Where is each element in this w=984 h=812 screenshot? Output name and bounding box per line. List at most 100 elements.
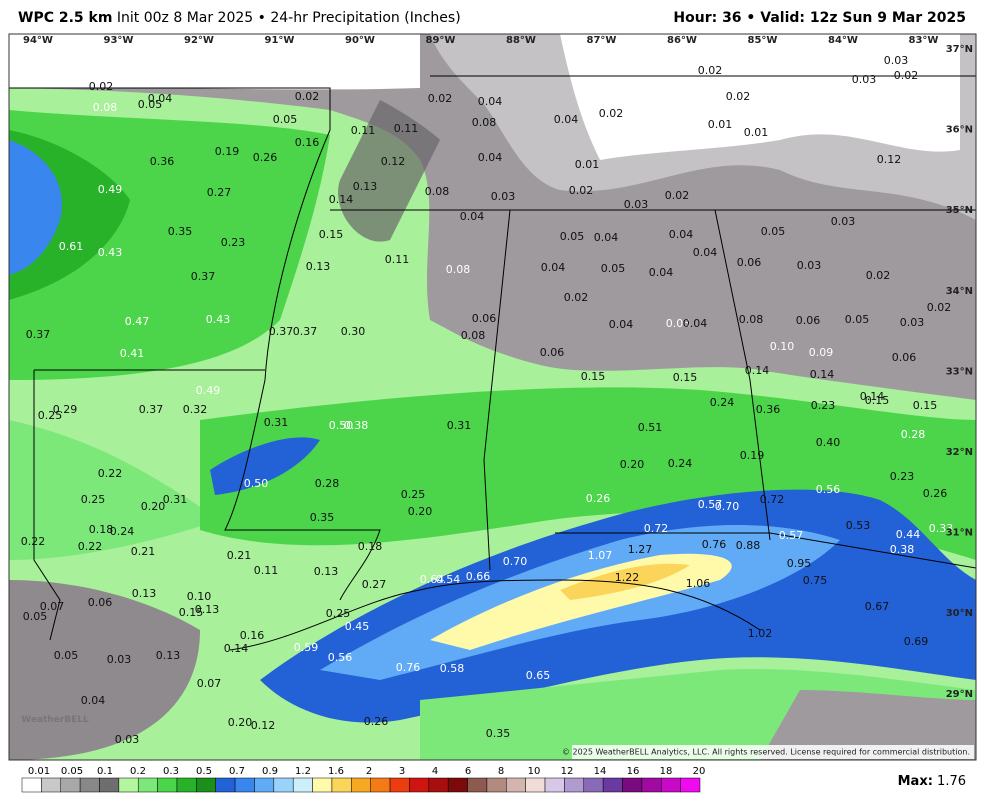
precip-label: 0.15 xyxy=(319,228,344,241)
legend-swatch xyxy=(447,777,468,793)
precip-label: 0.61 xyxy=(59,240,84,253)
legend-swatch xyxy=(79,777,100,793)
precip-label: 0.02 xyxy=(428,92,453,105)
precip-label: 0.12 xyxy=(251,719,276,732)
latitude-label: 33°N xyxy=(946,366,973,377)
precip-label: 0.04 xyxy=(669,228,694,241)
precip-label: 0.07 xyxy=(197,677,222,690)
legend-swatch xyxy=(137,777,158,793)
precip-label: 0.06 xyxy=(796,314,821,327)
precip-label: 0.06 xyxy=(892,351,917,364)
precip-label: 0.06 xyxy=(540,346,565,359)
precip-label: 0.08 xyxy=(472,116,497,129)
precip-label: 0.03 xyxy=(666,317,691,330)
precip-label: 0.23 xyxy=(890,470,915,483)
map-frame xyxy=(8,33,977,761)
legend-label: 0.1 xyxy=(97,766,113,777)
precip-label: 0.03 xyxy=(107,653,132,666)
legend-swatch xyxy=(21,777,42,793)
precip-label: 0.03 xyxy=(884,54,909,67)
precip-label: 0.25 xyxy=(81,493,106,506)
precip-label: 0.29 xyxy=(53,403,78,416)
legend-label: 0.01 xyxy=(28,766,50,777)
legend-label: 0.2 xyxy=(130,766,146,777)
model-name: WPC 2.5 km xyxy=(18,10,112,26)
precip-label: 0.35 xyxy=(486,727,511,740)
legend-swatch xyxy=(234,777,255,793)
precip-label: 0.16 xyxy=(295,136,320,149)
precip-label: 0.13 xyxy=(314,565,339,578)
precip-label: 0.02 xyxy=(866,269,891,282)
precip-label: 0.04 xyxy=(478,151,503,164)
legend-label: 16 xyxy=(627,766,640,777)
legend-swatch xyxy=(331,777,352,793)
border xyxy=(224,129,381,601)
precip-label: 0.07 xyxy=(40,600,65,613)
legend-swatch xyxy=(409,777,430,793)
longitude-label: 90°W xyxy=(345,35,375,46)
precip-label: 0.04 xyxy=(81,694,106,707)
precip-label: 0.02 xyxy=(927,301,952,314)
precip-label: 0.13 xyxy=(132,587,157,600)
precip-label: 0.04 xyxy=(609,318,634,331)
blue-west xyxy=(9,140,62,275)
precip-label: 0.02 xyxy=(564,291,589,304)
legend-swatch xyxy=(118,777,139,793)
precip-label: 0.18 xyxy=(358,540,383,553)
precip-label: 0.11 xyxy=(351,124,376,137)
max-value: Max: 1.76 xyxy=(898,774,966,789)
legend-swatch xyxy=(622,777,643,793)
precip-label: 0.76 xyxy=(396,661,421,674)
copyright: © 2025 WeatherBELL Analytics, LLC. All r… xyxy=(562,748,970,757)
precip-label: 0.32 xyxy=(183,403,208,416)
precip-label: 0.19 xyxy=(740,449,765,462)
latitude-label: 30°N xyxy=(946,608,973,619)
precip-label: 0.02 xyxy=(569,184,594,197)
precip-label: 0.02 xyxy=(295,90,320,103)
legend-swatch xyxy=(99,777,120,793)
precip-label: 1.07 xyxy=(588,549,613,562)
precip-label: 0.03 xyxy=(491,190,516,203)
precip-label: 0.30 xyxy=(341,325,366,338)
precip-label: 0.15 xyxy=(673,371,698,384)
legend-label: 3 xyxy=(399,766,405,777)
legend-swatch xyxy=(661,777,681,793)
legend-swatch xyxy=(428,777,449,793)
precip-label: 0.66 xyxy=(466,570,491,583)
precip-label: 0.08 xyxy=(739,313,764,326)
precip-label: 0.24 xyxy=(110,525,135,538)
precip-label: 0.06 xyxy=(737,256,762,269)
header-left: WPC 2.5 km Init 00z 8 Mar 2025 • 24-hr P… xyxy=(18,10,461,26)
legend-label: 0.9 xyxy=(262,766,278,777)
precip-label: 0.56 xyxy=(328,651,353,664)
precip-label: 0.37 xyxy=(269,325,294,338)
precip-label: 0.13 xyxy=(353,180,378,193)
precip-label: 0.16 xyxy=(240,629,265,642)
legend-swatch xyxy=(312,777,333,793)
legend-swatch xyxy=(525,777,546,793)
precip-label: 0.26 xyxy=(586,492,611,505)
precip-label: 0.15 xyxy=(913,399,938,412)
map xyxy=(9,34,976,760)
precip-label: 0.08 xyxy=(446,263,471,276)
latitude-label: 32°N xyxy=(946,447,973,458)
precip-label: 0.27 xyxy=(362,578,387,591)
coast xyxy=(229,579,761,651)
precip-label: 0.31 xyxy=(447,419,472,432)
legend-swatch xyxy=(544,777,565,793)
precip-label: 0.43 xyxy=(206,313,231,326)
precip-label: 0.27 xyxy=(207,186,232,199)
precip-label: 0.49 xyxy=(196,384,221,397)
precip-label: 0.59 xyxy=(294,641,319,654)
precip-label: 0.24 xyxy=(668,457,693,470)
border xyxy=(555,532,976,569)
precip-label: 0.26 xyxy=(253,151,278,164)
precip-label: 0.44 xyxy=(896,528,921,541)
latitude-label: 31°N xyxy=(946,528,973,539)
precip-label: 0.36 xyxy=(756,403,781,416)
precip-label: 0.14 xyxy=(224,642,249,655)
max-label: Max: xyxy=(898,774,933,789)
precip-label: 0.67 xyxy=(865,600,890,613)
precip-label: 0.09 xyxy=(809,346,834,359)
